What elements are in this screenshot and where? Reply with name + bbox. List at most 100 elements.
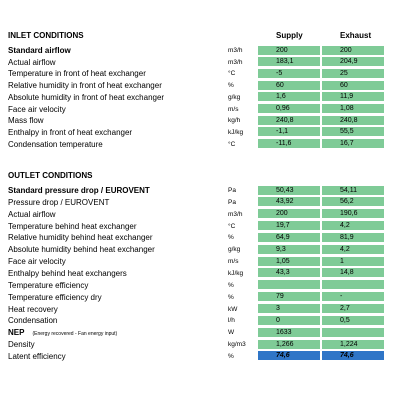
supply-cell: 1,6 [258,92,320,103]
unit: °C [228,70,236,78]
row-label: Absolute humidity in front of heat excha… [8,92,165,102]
row-label: Standard pressure drop / EUROVENT [8,186,150,195]
section-title: OUTLET CONDITIONS [8,171,93,180]
supply-cell: 64,9 [258,232,320,243]
unit: g/kg [228,93,241,101]
exhaust-cell: 2,7 [322,304,384,314]
column-header: Exhaust [340,31,372,40]
exhaust-cell [322,280,384,291]
supply-cell: -1,1 [258,127,320,138]
row-label: Relative humidity in front of heat excha… [8,81,162,91]
exhaust-cell: 74,6 [322,351,384,362]
unit: °C [228,222,236,230]
exhaust-cell: 55,5 [322,127,384,138]
unit: l/h [228,317,235,325]
supply-cell: -5 [258,68,320,79]
supply-cell [258,280,320,291]
section-title: INLET CONDITIONS [8,31,84,40]
unit: % [228,352,234,360]
row-label: Face air velocity [8,104,66,114]
row-label: Heat recovery [8,304,58,314]
exhaust-cell: 204,9 [322,57,384,68]
exhaust-cell: 0,5 [322,315,384,326]
row-label: Latent efficiency [8,351,66,361]
unit: kW [228,305,238,313]
unit: % [228,281,234,289]
unit: Pa [228,198,236,206]
unit: W [228,329,235,337]
row-label: Condensation temperature [8,139,103,149]
supply-cell: 1633 [258,327,320,338]
supply-cell: 50,43 [258,185,320,196]
unit: kg/h [228,117,241,125]
row-label: Mass flow [8,116,44,126]
supply-cell: 74,6 [258,351,320,362]
row-label: Relative humidity behind heat exchanger [8,233,153,243]
supply-cell: 0 [258,315,320,326]
supply-cell: 9,3 [258,244,320,255]
supply-cell: 200 [258,209,320,220]
exhaust-cell: 4,2 [322,221,384,232]
exhaust-cell: 190,6 [322,209,384,220]
row-label: NEP (Energy recovered - Fan energy input) [8,328,118,338]
row-label: Temperature behind heat exchanger [8,221,137,231]
exhaust-cell: - [322,292,384,303]
exhaust-cell: 1,224 [322,339,384,350]
exhaust-cell: 200 [322,45,384,56]
unit: g/kg [228,246,241,254]
row-label: Face air velocity [8,257,66,267]
supply-cell: -11,6 [258,139,320,150]
unit: kJ/kg [228,128,244,136]
supply-cell: 19,7 [258,221,320,232]
exhaust-cell: 54,11 [322,185,384,196]
supply-cell: 79 [258,292,320,303]
supply-cell: 200 [258,45,320,56]
row-label: Density [8,340,35,350]
unit: % [228,82,234,90]
row-label: Standard airflow [8,46,71,55]
row-label: Temperature efficiency [8,280,89,290]
unit: m/s [228,258,239,266]
exhaust-cell: 11,9 [322,92,384,103]
unit: kJ/kg [228,269,244,277]
exhaust-cell: 240,8 [322,115,384,126]
supply-cell: 43,92 [258,197,320,208]
unit: m/s [228,105,239,113]
unit: °C [228,140,236,148]
row-label: Enthalpy behind heat exchangers [8,268,127,278]
unit: m3/h [228,47,243,54]
supply-cell: 1,05 [258,256,320,267]
unit: % [228,234,234,242]
unit: Pa [228,187,236,194]
supply-cell: 1,266 [258,339,320,350]
exhaust-cell: 14,8 [322,268,384,279]
supply-cell: 43,3 [258,268,320,279]
supply-cell: 0,96 [258,104,320,114]
supply-cell: 240,8 [258,115,320,126]
unit: % [228,293,234,301]
row-label: Absolute humidity behind heat exchanger [8,245,155,255]
exhaust-cell: 1,08 [322,104,384,114]
exhaust-cell [322,327,384,338]
exhaust-cell: 56,2 [322,197,384,208]
exhaust-cell: 25 [322,68,384,79]
row-label: Actual airflow [8,57,56,67]
row-label: Temperature in front of heat exchanger [8,69,146,79]
row-label: Temperature efficiency dry [8,292,102,302]
supply-cell: 183,1 [258,57,320,68]
exhaust-cell: 16,7 [322,139,384,150]
supply-cell: 60 [258,80,320,91]
exhaust-cell: 4,2 [322,244,384,255]
row-note: (Energy recovered - Fan energy input) [32,331,118,338]
row-label: Actual airflow [8,209,56,219]
row-label: Pressure drop / EUROVENT [8,197,110,207]
supply-cell: 3 [258,304,320,314]
row-label: Enthalpy in front of heat exchanger [8,127,133,137]
exhaust-cell: 60 [322,80,384,91]
column-header: Supply [276,31,303,40]
exhaust-cell: 81,9 [322,232,384,243]
unit: m3/h [228,58,243,66]
row-label: Condensation [8,316,58,326]
exhaust-cell: 1 [322,256,384,267]
